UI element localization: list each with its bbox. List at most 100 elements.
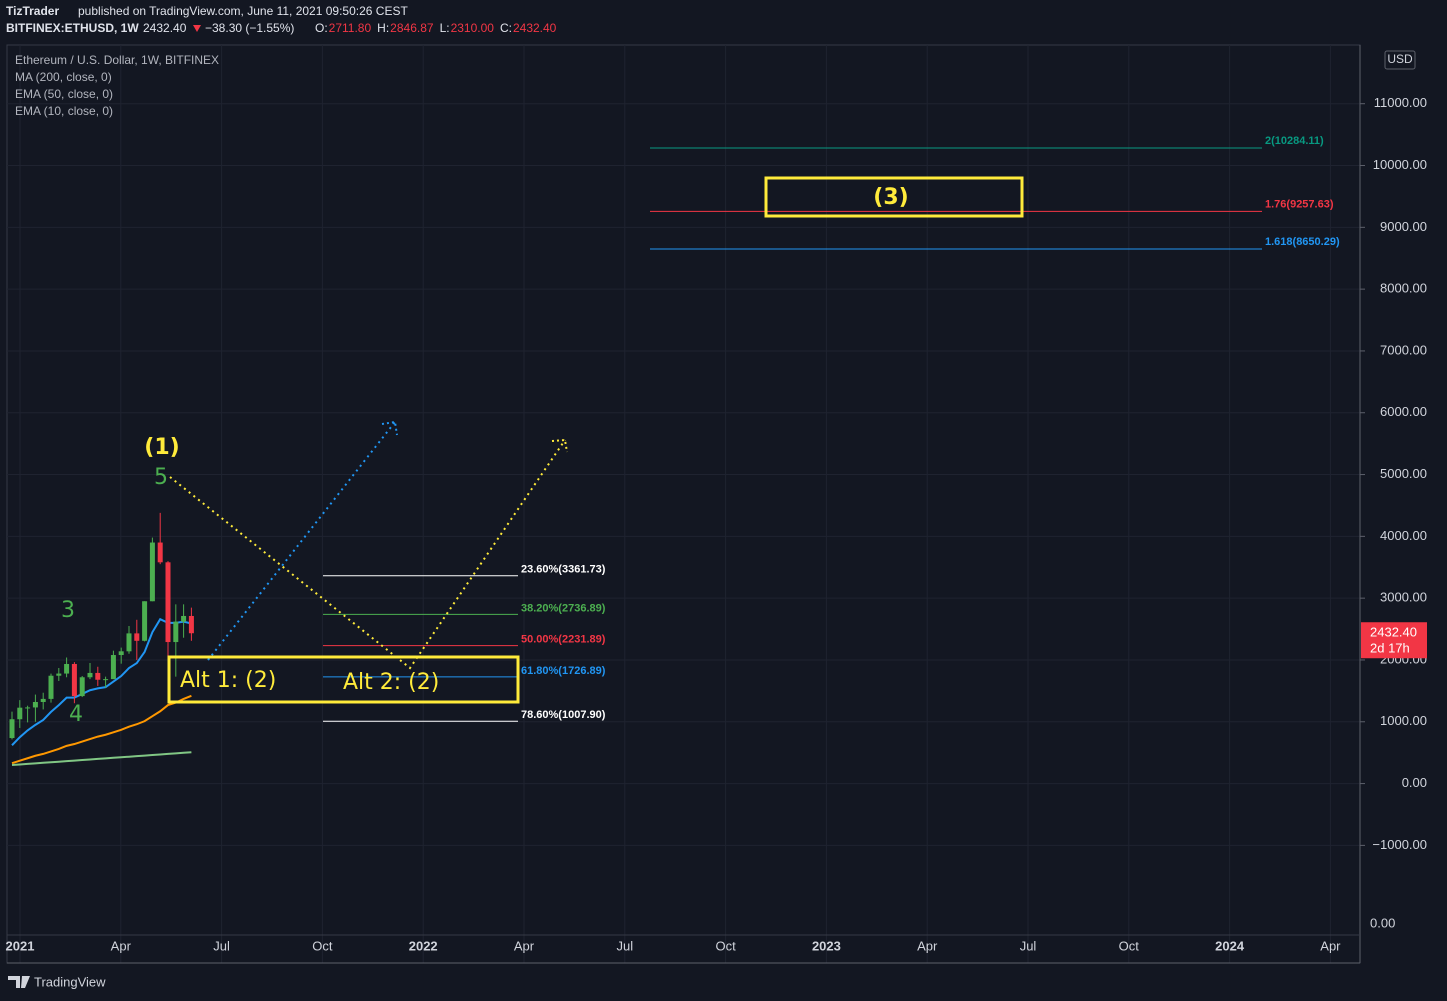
x-tick-label: 2024 [1215,938,1245,953]
moving-average [11,617,192,746]
footer [0,965,1447,1001]
fib-label: 38.20%(2736.89) [521,602,606,614]
candle-body [173,621,179,643]
ohlc-value: 2711.80 [329,21,372,35]
legend: MA (200, close, 0) EMA (50, close, 0) EMA … [15,70,113,118]
ohlc-value: 2432.40 [513,21,557,35]
y-tick-label: 6000.00 [1380,404,1427,419]
candle-body [188,615,194,634]
arrow-head [551,438,568,453]
ohlc-key: H: [377,21,389,35]
chart-title: Ethereum / U.S. Dollar, 1W, BITFINEX [15,53,219,67]
candle-body [134,633,140,641]
candle-body [17,707,23,720]
y-tick-label: 5000.00 [1380,466,1427,481]
wave-label: Alt 1: (2) [180,668,276,693]
price-tag [1361,622,1427,659]
candle-body [165,562,171,643]
countdown: 2d 17h [1370,641,1410,656]
wave-label: Alt 2: (2) [343,670,439,695]
wave-label: 3 [61,598,75,623]
currency-box [1384,50,1416,70]
moving-average [11,751,192,767]
candle-body [71,663,77,697]
path-blue [207,421,396,661]
y-tick-label: −1000.00 [1372,837,1427,852]
candle-body [87,672,93,678]
ohlc: O: 2711.80 H: 2846.87 L: 2310.00 C: 2432.40 [315,21,557,35]
wave-label: (1) [144,435,179,460]
ohlc-value: 2310.00 [451,21,495,35]
candle-body [40,698,46,702]
y-axis: −1000.000.001000.002000.003000.004000.00… [6,95,1427,953]
plot-area [6,44,1361,964]
x-tick-label: Apr [1320,938,1341,953]
fib-label: 2(10284.11) [1265,135,1324,147]
candle-body [149,542,155,602]
y-tick-label: 3000.00 [1380,590,1427,605]
ohlc-value: 2846.87 [390,21,434,35]
fib-label: 1.76(9257.63) [1265,198,1334,210]
x-tick-label: 2023 [812,938,841,953]
fib-label: 23.60%(3361.73) [521,564,606,576]
wave-label: 4 [69,702,83,727]
candle-body [181,615,187,622]
x-tick-label: Oct [715,938,736,953]
fib-label: 50.00%(2231.89) [521,634,606,646]
header-price: 2432.40 [143,21,187,35]
y-tick-label: 7000.00 [1380,342,1427,357]
candle-body [157,542,163,563]
plot: 23.60%(3361.73) 38.20%(2736.89) 50.00%(223… [9,135,1340,767]
price-tag-label: 2432.40 [1370,625,1417,640]
candle-body [126,633,132,652]
x-tick-label: Oct [1119,938,1140,953]
target-box [167,655,520,704]
target-box [764,176,1024,218]
x-tick-label: Apr [514,938,535,953]
y-tick-label: 8000.00 [1380,281,1427,296]
header-change: −38.30 (−1.55%) [205,21,294,35]
fib-label: 1.618(8650.29) [1265,236,1340,248]
x-tick-label: Oct [312,938,333,953]
candle-body [9,719,15,739]
candle-body [25,707,31,709]
candle-body [103,679,109,681]
candle-body [142,601,148,641]
wave-label: (3) [873,185,908,210]
fib-label: 61.80%(1726.89) [521,665,606,677]
y-tick-label: 10000.00 [1373,157,1427,172]
ohlc-key: C: [500,21,512,35]
symbol: BITFINEX:ETHUSD, 1W [6,21,139,35]
logo [8,976,30,988]
y-tick-label: 1000.00 [1380,713,1427,728]
legend-entry: MA (200, close, 0) [15,70,112,84]
legend-entry: EMA (50, close, 0) [15,87,113,101]
legend-entry: EMA (10, close, 0) [15,104,113,118]
down-arrow [193,25,201,32]
pane-label: 0.00 [1370,915,1395,930]
ohlc-key: O: [315,21,328,35]
candle-body [110,655,116,680]
y-tick-label: 11000.00 [1374,95,1427,110]
fib-label: 78.60%(1007.90) [521,709,606,721]
candle-body [32,701,38,708]
x-tick-label: 2022 [409,938,438,953]
y-tick-label: 9000.00 [1380,219,1427,234]
candle-body [64,663,70,674]
x-tick-label: 2021 [6,938,35,953]
x-tick-label: Jul [1020,938,1037,953]
published: published on TradingView.com, June 11, 2… [78,4,408,18]
brand: TradingView [34,974,106,989]
x-tick-label: Apr [111,938,132,953]
grid [7,45,1360,963]
y-tick-label: 4000.00 [1380,528,1427,543]
candle-body [48,675,54,699]
candle-body [118,651,124,656]
currency: USD [1387,52,1413,66]
candle-body [95,672,101,680]
ohlc-key: L: [440,21,450,35]
publisher: TizTrader [6,4,59,18]
candle-body [79,677,85,697]
x-tick-label: Apr [917,938,938,953]
